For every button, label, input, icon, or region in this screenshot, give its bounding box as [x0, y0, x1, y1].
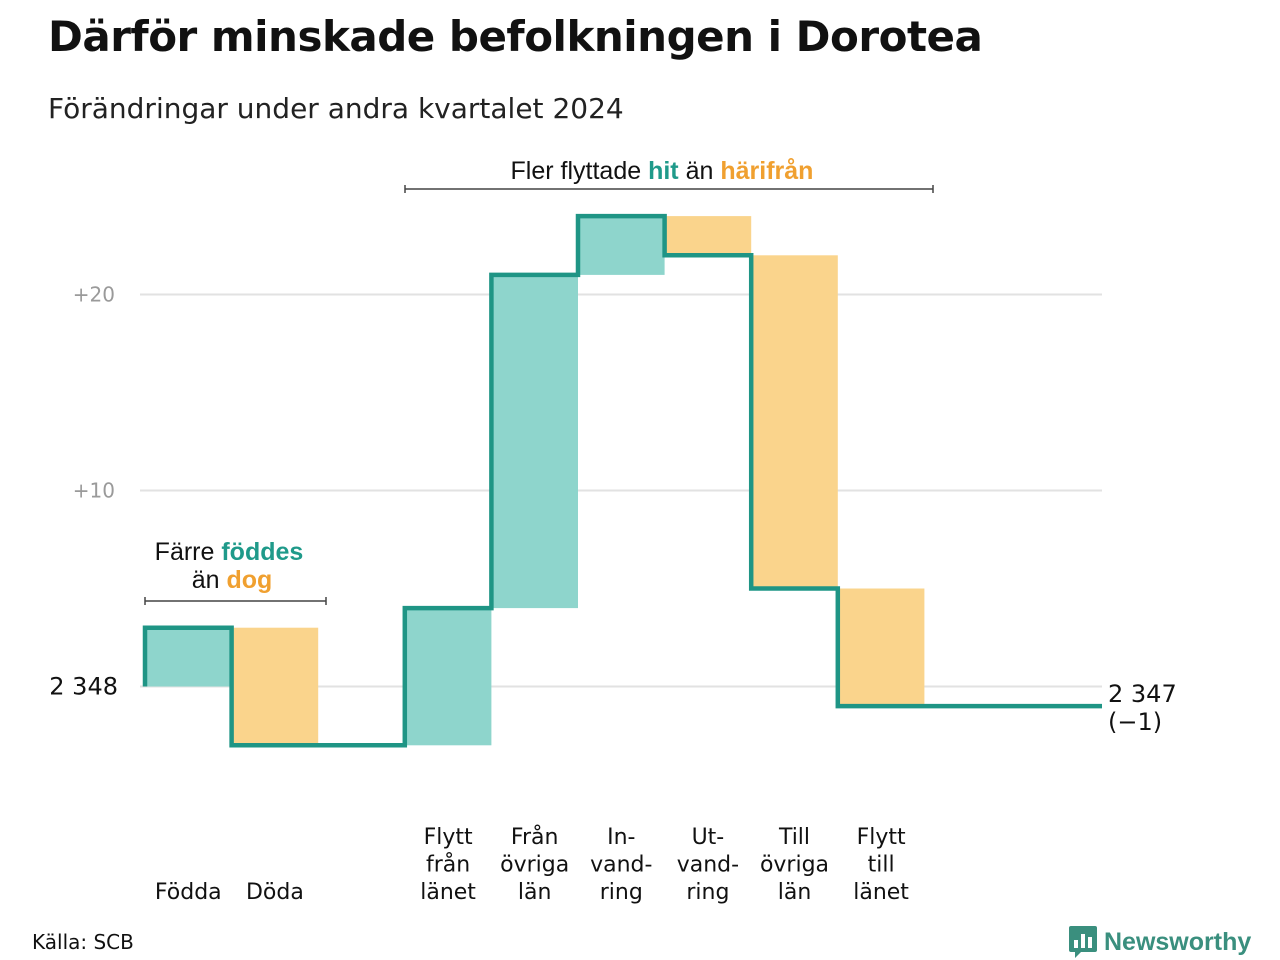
- cumulative-step-line: [142, 213, 1102, 748]
- brand-name: Newsworthy: [1104, 927, 1252, 956]
- annotation-births-line2: än dog: [192, 566, 273, 594]
- end-value-label: 2 347: [1108, 680, 1177, 708]
- chart-bubble-icon: [1069, 926, 1097, 958]
- annotation-births-line1: Färre föddes: [155, 538, 304, 566]
- annotation-moves-bracket: [404, 185, 934, 193]
- waterfall-bar: [579, 216, 665, 275]
- bars: [146, 216, 925, 746]
- category-label: Födda: [155, 880, 222, 905]
- category-label: Flytt: [424, 825, 473, 850]
- start-value-label: 2 348: [49, 673, 118, 701]
- y-tick-label: +10: [73, 479, 115, 503]
- category-label: Döda: [246, 880, 304, 905]
- annotation-births-bracket: [144, 597, 327, 605]
- chart-title: Därför minskade befolkningen i Dorotea: [48, 12, 983, 61]
- waterfall-bar: [665, 216, 752, 256]
- category-label: övriga: [500, 853, 569, 878]
- category-label: län: [778, 880, 812, 905]
- annotation-births: Färre föddes än dog: [144, 538, 327, 605]
- brand-logo: Newsworthy: [1068, 925, 1251, 959]
- end-change-label: (−1): [1108, 708, 1162, 736]
- waterfall-bar: [146, 627, 232, 687]
- category-label: Ut-: [692, 825, 725, 850]
- category-label: länet: [420, 880, 476, 905]
- waterfall-bar: [232, 627, 319, 746]
- category-label: Flytt: [857, 825, 906, 850]
- category-label: In-: [607, 825, 635, 850]
- waterfall-bar: [752, 255, 838, 589]
- step-line: [142, 213, 1102, 748]
- source-note: Källa: SCB: [32, 930, 134, 954]
- category-label: vand-: [590, 853, 652, 878]
- category-label: ring: [686, 880, 729, 905]
- chart-subtitle: Förändringar under andra kvartalet 2024: [48, 92, 624, 125]
- waterfall-bar: [405, 608, 492, 746]
- category-label: Från: [511, 824, 559, 850]
- category-label: län: [518, 880, 552, 905]
- y-tick-label: +20: [73, 283, 115, 307]
- category-label: till: [868, 853, 895, 878]
- category-label: ring: [600, 880, 643, 905]
- category-label: länet: [853, 880, 909, 905]
- category-label: övriga: [760, 853, 829, 878]
- category-label: Till: [778, 825, 810, 850]
- annotation-moves: Fler flyttade hit än härifrån: [404, 157, 934, 193]
- category-label: från: [426, 852, 470, 878]
- annotation-moves-text: Fler flyttade hit än härifrån: [511, 157, 814, 185]
- waterfall-bar: [492, 274, 578, 609]
- category-label: vand-: [677, 853, 739, 878]
- waterfall-bar: [838, 588, 925, 707]
